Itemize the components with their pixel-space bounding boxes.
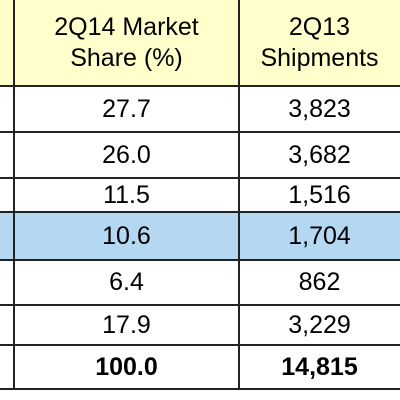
shipments-cell: 3,229	[288, 310, 351, 339]
grid-line-vertical	[13, 0, 15, 389]
table-header-row: 2Q14 Market Share (%) 2Q13 Shipments	[0, 0, 400, 86]
shipments-cell: 862	[298, 268, 341, 296]
grid-line-horizontal	[0, 85, 400, 87]
grid-line-horizontal	[0, 388, 400, 390]
shipments-cell: 3,682	[288, 140, 351, 169]
row-left-cell	[0, 212, 14, 260]
grid-line-horizontal	[0, 131, 400, 133]
grid-line-horizontal	[0, 259, 400, 261]
column-header-market-share: 2Q14 Market Share (%)	[14, 0, 239, 86]
table-row: 6.4 862	[0, 260, 400, 305]
market-share-cell: 6.4	[109, 268, 144, 296]
market-share-cell: 26.0	[102, 140, 151, 169]
grid-line-horizontal	[0, 211, 400, 213]
market-share-cell: 11.5	[103, 180, 150, 209]
row-left-cell	[0, 260, 14, 305]
row-left-cell	[0, 86, 14, 132]
market-share-total-cell: 100.0	[95, 352, 158, 381]
table-row: 11.5 1,516	[0, 178, 400, 212]
table-row: 27.7 3,823	[0, 86, 400, 132]
shipments-cell: 3,823	[288, 94, 351, 123]
shipments-total-cell: 14,815	[281, 352, 358, 381]
column-header-shipments: 2Q13 Shipments	[239, 0, 400, 86]
row-left-cell	[0, 305, 14, 345]
row-left-cell	[0, 132, 14, 178]
shipments-cell: 1,704	[239, 212, 400, 260]
market-share-cell: 27.7	[102, 94, 151, 123]
grid-line-horizontal	[0, 304, 400, 306]
market-share-cell: 17.9	[102, 310, 151, 339]
grid-line-horizontal	[0, 177, 400, 179]
row-left-cell	[0, 345, 14, 389]
header-left-cell	[0, 0, 14, 86]
table-row-highlighted: 10.6 1,704	[0, 212, 400, 260]
grid-line-horizontal	[0, 344, 400, 346]
table-row-total: 100.0 14,815	[0, 345, 400, 389]
market-share-cell: 10.6	[14, 212, 239, 260]
table-row: 26.0 3,682	[0, 132, 400, 178]
shipments-cell: 1,516	[288, 180, 351, 209]
row-left-cell	[0, 178, 14, 212]
table-row: 17.9 3,229	[0, 305, 400, 345]
grid-line-vertical	[238, 0, 240, 389]
